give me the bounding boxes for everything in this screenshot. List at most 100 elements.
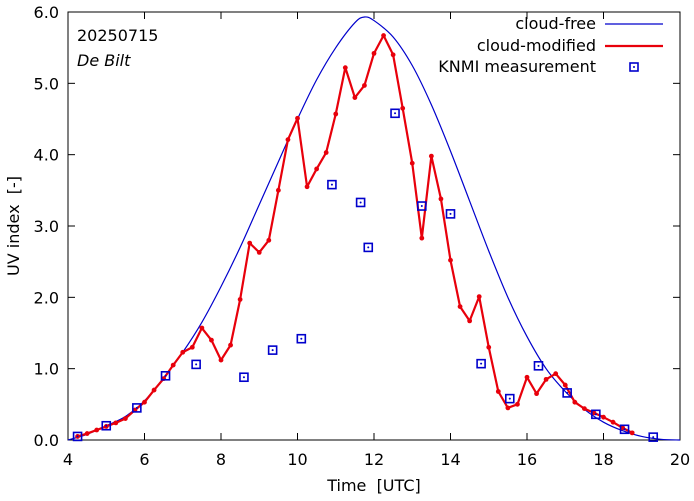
knmi-measurement-square	[390, 108, 400, 119]
knmi-measurement-dot	[594, 413, 597, 416]
x-tick-label: 18	[593, 450, 613, 469]
x-tick-label: 6	[139, 450, 149, 469]
knmi-measurement-square	[327, 179, 337, 190]
cloud-modified-point	[94, 427, 100, 433]
knmi-measurement-square	[504, 393, 515, 404]
x-tick-label: 4	[63, 450, 73, 469]
cloud-modified-point	[457, 304, 463, 310]
cloud-modified-point	[84, 431, 90, 436]
knmi-measurement-dot	[195, 363, 198, 366]
y-tick-label: 2.0	[34, 288, 59, 307]
cloud-modified-point	[495, 389, 501, 394]
knmi-measurement-point	[72, 431, 83, 442]
cloud-modified-point	[228, 342, 233, 348]
cloud-modified-point	[486, 344, 492, 350]
cloud-modified-point	[323, 150, 329, 155]
knmi-measurement-dot	[480, 362, 483, 365]
legend: cloud-free cloud-modified KNMI measureme…	[438, 14, 663, 76]
cloud-modified-point	[285, 137, 291, 143]
series-cloud-free	[67, 16, 681, 441]
y-tick-label: 4.0	[34, 146, 59, 165]
legend-square-marker	[629, 62, 639, 72]
knmi-measurement-point	[267, 345, 278, 355]
knmi-measurement-point	[619, 424, 630, 435]
x-tick-label: 8	[216, 450, 226, 469]
cloud-modified-point	[438, 196, 444, 202]
knmi-measurement-square	[363, 242, 374, 253]
knmi-measurement-dot	[300, 337, 303, 340]
knmi-measurement-dot	[537, 364, 540, 367]
knmi-measurement-point	[160, 370, 171, 381]
knmi-measurement-square	[533, 361, 544, 371]
series-knmi-measurement	[72, 108, 659, 442]
y-tick-label: 5.0	[34, 74, 59, 93]
knmi-measurement-square	[132, 403, 142, 413]
knmi-measurement-square	[445, 209, 456, 219]
cloud-free-line	[67, 16, 681, 441]
cloud-modified-point	[304, 184, 310, 190]
knmi-measurement-square	[296, 333, 307, 344]
cloud-modified-point	[428, 153, 434, 159]
cloud-modified-point	[581, 406, 587, 412]
knmi-measurement-dot	[359, 201, 362, 204]
y-tick-label: 0.0	[34, 431, 59, 450]
cloud-modified-point	[218, 357, 224, 363]
y-tick-label: 3.0	[34, 217, 59, 236]
x-tick-label: 10	[287, 450, 307, 469]
cloud-modified-point	[352, 95, 358, 100]
knmi-measurement-square	[619, 424, 630, 435]
cloud-modified-point	[543, 376, 549, 382]
cloud-modified-point	[189, 344, 195, 350]
knmi-measurement-point	[417, 201, 427, 211]
knmi-measurement-point	[296, 333, 307, 344]
knmi-measurement-dot	[367, 246, 370, 249]
knmi-measurement-square	[239, 372, 249, 383]
cloud-modified-point	[142, 399, 147, 405]
knmi-measurement-dot	[623, 428, 626, 431]
cloud-modified-point	[409, 160, 415, 166]
knmi-measurement-dot	[394, 112, 397, 115]
cloud-modified-point	[314, 166, 320, 172]
knmi-measurement-point	[390, 108, 400, 119]
cloud-modified-point	[419, 235, 425, 241]
cloud-modified-point	[515, 401, 520, 407]
cloud-modified-point	[524, 374, 530, 380]
knmi-measurement-dot	[652, 436, 655, 439]
legend-label-knmi-measurement: KNMI measurement	[438, 57, 596, 76]
knmi-measurement-square	[476, 358, 486, 369]
cloud-modified-point	[448, 257, 453, 263]
cloud-modified-point	[170, 362, 176, 368]
knmi-measurement-point	[101, 420, 112, 431]
knmi-measurement-dot	[76, 435, 79, 438]
cloud-modified-point	[180, 349, 186, 355]
cloud-modified-point	[505, 405, 511, 411]
knmi-measurement-point	[562, 388, 572, 398]
knmi-measurement-dot	[164, 374, 167, 377]
knmi-measurement-point	[239, 372, 249, 383]
tick-labels: 4 6 8 10 12 14 16 18 20 0.0 1.0 2.0 3.0 4.0 5.0 6.0	[34, 3, 691, 469]
x-tick-label: 12	[364, 450, 384, 469]
knmi-measurement-square	[355, 197, 366, 208]
knmi-measurement-point	[533, 361, 544, 371]
cloud-modified-point	[122, 416, 128, 421]
knmi-measurement-dot	[508, 397, 511, 400]
cloud-modified-point	[371, 50, 377, 56]
knmi-measurement-square	[648, 432, 659, 442]
date-annotation: 20250715	[77, 26, 158, 45]
cloud-modified-point	[256, 249, 262, 255]
y-tick-label: 1.0	[34, 360, 59, 379]
knmi-measurement-point	[648, 432, 659, 442]
cloud-modified-point	[601, 414, 606, 420]
cloud-modified-point	[362, 83, 367, 88]
cloud-modified-point	[295, 115, 300, 121]
cloud-modified-point	[562, 382, 568, 388]
knmi-measurement-square	[160, 370, 171, 381]
knmi-measurement-dot	[330, 183, 333, 186]
knmi-measurement-point	[591, 409, 601, 420]
axis-ticks	[67, 11, 681, 441]
x-tick-label: 14	[440, 450, 460, 469]
knmi-measurement-point	[504, 393, 515, 404]
cloud-modified-point	[610, 419, 616, 425]
y-axis-title: UV index [-]	[4, 176, 23, 276]
